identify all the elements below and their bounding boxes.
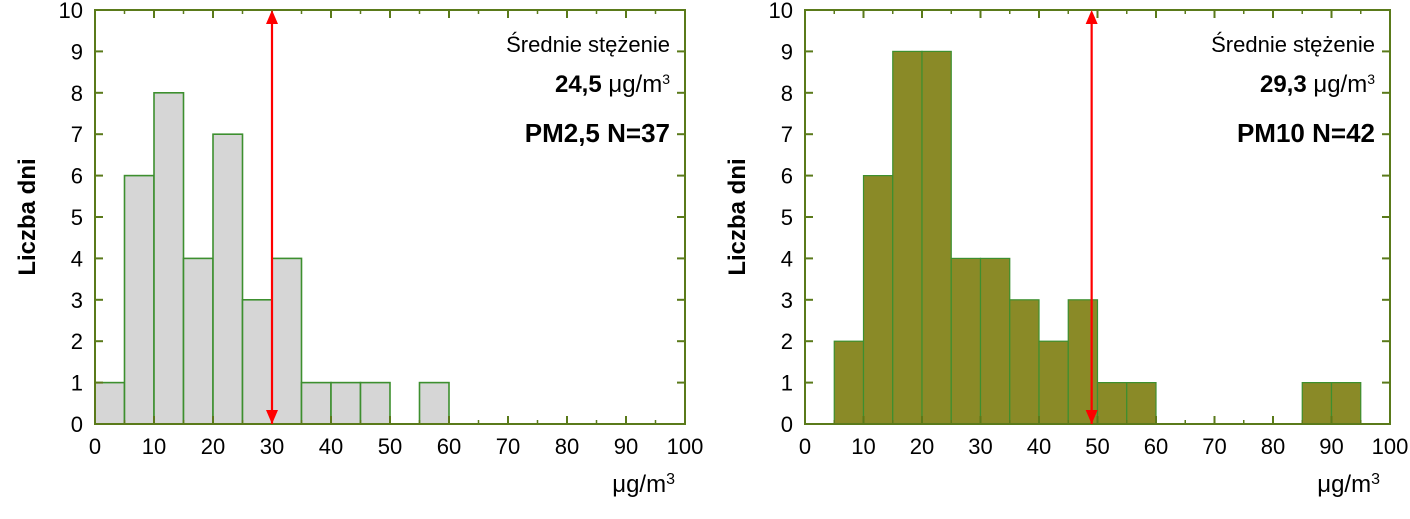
annotation-block: Średnie stężenie 24,5 μg/m3 PM2,5 N=37 — [506, 32, 670, 148]
y-tick-label: 10 — [769, 0, 793, 23]
histogram-bar — [864, 176, 893, 424]
y-tick-label: 3 — [781, 288, 793, 313]
histogram-bar — [272, 258, 302, 424]
annotation-series: PM2,5 N=37 — [525, 118, 670, 148]
histogram-bar — [1068, 300, 1097, 424]
histogram-bar — [243, 300, 273, 424]
y-tick-label: 9 — [71, 39, 83, 64]
x-tick-label: 20 — [910, 434, 934, 459]
y-tick-label: 2 — [781, 329, 793, 354]
x-tick-label: 70 — [1202, 434, 1226, 459]
histogram-bar — [922, 51, 951, 424]
y-axis-label: Liczba dni — [724, 158, 751, 275]
x-tick-label: 70 — [496, 434, 520, 459]
histogram-bar — [951, 258, 980, 424]
y-tick-label: 4 — [781, 246, 793, 271]
x-tick-label: 100 — [667, 434, 704, 459]
histogram-bar — [213, 134, 243, 424]
y-tick-label: 4 — [71, 246, 83, 271]
x-tick-label: 0 — [89, 434, 101, 459]
histogram-bar — [1098, 383, 1127, 424]
histogram-panel-pm25: 0 10 20 30 40 50 60 70 80 90 100 0 1 2 3 4 5 6 7 8 9 10 Liczba… — [0, 0, 705, 514]
y-tick-label: 6 — [71, 164, 83, 189]
histogram-panel-pm10: 0 10 20 30 40 50 60 70 80 90 100 0 1 2 3 4 5 6 7 8 9 10 Liczba… — [710, 0, 1410, 514]
y-tick-label: 5 — [71, 205, 83, 230]
y-tick-label: 0 — [71, 412, 83, 437]
x-axis-label: μg/m3 — [1317, 471, 1380, 499]
annotation-block: Średnie stężenie 29,3 μg/m3 PM10 N=42 — [1211, 32, 1375, 148]
y-tick-label: 1 — [781, 371, 793, 396]
histogram-bar — [1039, 341, 1068, 424]
histogram-bar — [361, 383, 391, 424]
histogram-bar — [154, 93, 184, 424]
x-tick-label: 60 — [437, 434, 461, 459]
annotation-series: PM10 N=42 — [1237, 118, 1375, 148]
svg-text:μg/m3: μg/m3 — [612, 471, 675, 499]
y-tick-label: 2 — [71, 329, 83, 354]
histogram-bar — [1332, 383, 1361, 424]
x-tick-label: 80 — [555, 434, 579, 459]
x-tick-label: 30 — [260, 434, 284, 459]
x-tick-label: 50 — [378, 434, 402, 459]
bars-group — [834, 51, 1361, 424]
histogram-bar — [184, 258, 214, 424]
x-tick-label: 30 — [968, 434, 992, 459]
svg-text:μg/m3: μg/m3 — [1317, 471, 1380, 499]
histogram-bar — [1127, 383, 1156, 424]
y-tick-label: 7 — [71, 122, 83, 147]
histogram-bar — [893, 51, 922, 424]
y-tick-label: 8 — [71, 81, 83, 106]
x-tick-label: 40 — [319, 434, 343, 459]
x-tick-label: 20 — [201, 434, 225, 459]
x-tick-label: 90 — [1319, 434, 1343, 459]
y-tick-label: 0 — [781, 412, 793, 437]
y-tick-label: 9 — [781, 39, 793, 64]
y-axis-label: Liczba dni — [14, 158, 41, 275]
annotation-title: Średnie stężenie — [506, 32, 670, 57]
histogram-bar — [420, 383, 450, 424]
histogram-bar — [95, 383, 125, 424]
histogram-bar — [125, 176, 155, 424]
x-tick-label: 60 — [1144, 434, 1168, 459]
x-tick-label: 40 — [1027, 434, 1051, 459]
histogram-bar — [1302, 383, 1331, 424]
histogram-bar — [834, 341, 863, 424]
annotation-title: Średnie stężenie — [1211, 32, 1375, 57]
y-tick-label: 1 — [71, 371, 83, 396]
x-tick-label: 10 — [851, 434, 875, 459]
x-tick-label: 100 — [1372, 434, 1409, 459]
x-tick-label: 80 — [1261, 434, 1285, 459]
x-tick-label: 50 — [1085, 434, 1109, 459]
x-tick-label: 90 — [614, 434, 638, 459]
x-tick-label: 10 — [142, 434, 166, 459]
y-tick-label: 5 — [781, 205, 793, 230]
annotation-mean: 24,5 μg/m3 — [555, 71, 670, 98]
y-tick-label: 3 — [71, 288, 83, 313]
histogram-bar — [981, 258, 1010, 424]
histogram-bar — [331, 383, 361, 424]
y-tick-label: 8 — [781, 81, 793, 106]
y-tick-label: 7 — [781, 122, 793, 147]
x-axis-label: μg/m3 — [612, 471, 675, 499]
y-tick-label: 10 — [59, 0, 83, 23]
annotation-mean: 29,3 μg/m3 — [1260, 71, 1375, 98]
x-tick-label: 0 — [799, 434, 811, 459]
histogram-bar — [302, 383, 332, 424]
figure-container: { "layout": { "page_width": 1410, "page_… — [0, 0, 1410, 514]
y-tick-label: 6 — [781, 164, 793, 189]
histogram-bar — [1010, 300, 1039, 424]
